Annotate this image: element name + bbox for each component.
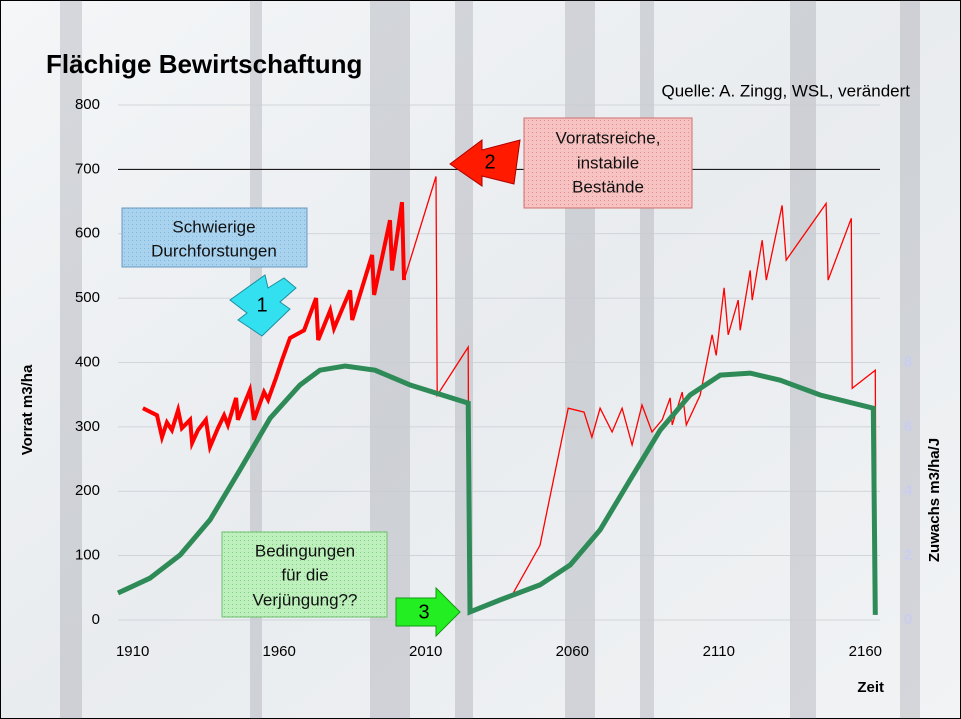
x-tick-label: 1910 <box>116 643 149 660</box>
annotation-text: für die <box>281 565 328 584</box>
annotation-text: Bestände <box>572 177 644 196</box>
y-tick-label: 0 <box>92 611 100 628</box>
annotation-text: Durchforstungen <box>151 241 277 260</box>
x-tick-label: 1960 <box>263 643 296 660</box>
y-tick-label: 200 <box>75 482 100 499</box>
annotation-text: Vorratsreiche, <box>556 128 661 147</box>
slide: Flächige Bewirtschaftung Quelle: A. Zing… <box>0 0 961 719</box>
arrow-label: 2 <box>484 151 495 173</box>
x-axis-label: Zeit <box>857 679 884 696</box>
source: Quelle: A. Zingg, WSL, verändert <box>661 81 910 100</box>
arrow-label: 1 <box>256 294 267 316</box>
y2-tick-label: 6 <box>904 418 912 435</box>
annotation-text: Verjüngung?? <box>253 590 358 609</box>
arrow-label: 3 <box>418 601 429 623</box>
y-tick-label: 600 <box>75 225 100 242</box>
y2-tick-label: 4 <box>904 482 913 499</box>
y-tick-label: 400 <box>75 353 100 370</box>
x-tick-label: 2110 <box>703 643 735 660</box>
x-tick-label: 2060 <box>556 643 589 660</box>
annotation-text: Schwierige <box>172 217 255 236</box>
y-tick-label: 800 <box>75 96 100 113</box>
annotation-text: instabile <box>577 153 639 172</box>
chart-title: Flächige Bewirtschaftung <box>46 49 362 79</box>
y-tick-label: 100 <box>75 547 100 564</box>
y2-axis-label: Zuwachs m3/ha/J <box>926 438 943 562</box>
y2-tick-label: 0 <box>904 611 912 628</box>
background <box>1 1 961 719</box>
y2-tick-label: 8 <box>904 353 912 370</box>
y-tick-label: 300 <box>75 418 100 435</box>
y-tick-label: 500 <box>75 289 100 306</box>
x-tick-label: 2160 <box>849 643 882 660</box>
y-tick-label: 700 <box>75 160 100 177</box>
x-tick-label: 2010 <box>409 643 442 660</box>
y2-tick-label: 2 <box>904 547 912 564</box>
y-axis-label: Vorrat m3/ha <box>19 364 36 455</box>
annotation-text: Bedingungen <box>255 541 355 560</box>
